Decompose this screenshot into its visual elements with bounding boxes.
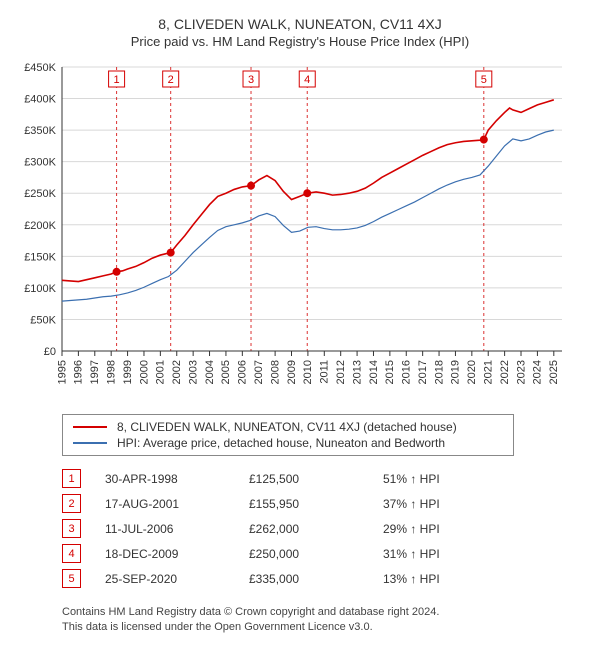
svg-text:£200K: £200K	[24, 220, 56, 232]
svg-text:2003: 2003	[187, 360, 199, 384]
svg-text:2011: 2011	[319, 360, 331, 384]
svg-text:2014: 2014	[368, 360, 380, 384]
transaction-date: 17-AUG-2001	[105, 497, 225, 511]
svg-text:£150K: £150K	[24, 251, 56, 263]
transaction-price: £262,000	[249, 522, 359, 536]
transaction-row: 1 30-APR-1998 £125,500 51% ↑ HPI	[62, 466, 588, 491]
svg-text:2012: 2012	[335, 360, 347, 384]
transaction-price: £125,500	[249, 472, 359, 486]
svg-text:1997: 1997	[89, 360, 101, 384]
svg-text:2000: 2000	[138, 360, 150, 384]
svg-text:2021: 2021	[483, 360, 495, 384]
svg-text:2017: 2017	[417, 360, 429, 384]
transactions-table: 1 30-APR-1998 £125,500 51% ↑ HPI 2 17-AUG-200…	[62, 466, 588, 591]
legend-swatch	[73, 442, 107, 444]
page-subtitle: Price paid vs. HM Land Registry's House …	[12, 34, 588, 49]
transaction-marker: 3	[62, 519, 81, 538]
transaction-marker: 1	[62, 469, 81, 488]
svg-text:2010: 2010	[302, 360, 314, 384]
legend-label: HPI: Average price, detached house, Nune…	[117, 436, 445, 450]
transaction-date: 18-DEC-2009	[105, 547, 225, 561]
svg-text:£0: £0	[44, 346, 56, 358]
svg-text:£100K: £100K	[24, 283, 56, 295]
svg-text:2006: 2006	[237, 360, 249, 384]
transaction-row: 3 11-JUL-2006 £262,000 29% ↑ HPI	[62, 516, 588, 541]
transaction-diff: 51% ↑ HPI	[383, 472, 493, 486]
svg-text:1999: 1999	[122, 360, 134, 384]
svg-text:£400K: £400K	[24, 94, 56, 106]
transaction-price: £155,950	[249, 497, 359, 511]
footer-line: This data is licensed under the Open Gov…	[62, 620, 588, 635]
svg-text:2007: 2007	[253, 360, 265, 384]
svg-text:2008: 2008	[269, 360, 281, 384]
svg-text:2009: 2009	[286, 360, 298, 384]
svg-text:2: 2	[168, 74, 174, 86]
svg-text:2016: 2016	[401, 360, 413, 384]
transaction-marker: 2	[62, 494, 81, 513]
transaction-date: 30-APR-1998	[105, 472, 225, 486]
transaction-marker: 4	[62, 544, 81, 563]
transaction-marker: 5	[62, 569, 81, 588]
transaction-diff: 29% ↑ HPI	[383, 522, 493, 536]
svg-text:1995: 1995	[56, 360, 68, 384]
svg-text:2025: 2025	[548, 360, 560, 384]
svg-text:£50K: £50K	[30, 314, 56, 326]
svg-text:£250K: £250K	[24, 188, 56, 200]
legend: 8, CLIVEDEN WALK, NUNEATON, CV11 4XJ (de…	[62, 414, 514, 456]
svg-text:5: 5	[481, 74, 487, 86]
svg-text:1998: 1998	[105, 360, 117, 384]
svg-text:£450K: £450K	[24, 62, 56, 74]
svg-text:3: 3	[248, 74, 254, 86]
svg-text:2004: 2004	[204, 360, 216, 384]
price-chart: £0 £50K £100K £150K £200K £250K £300K £350K £400…	[12, 59, 572, 399]
svg-text:2001: 2001	[155, 360, 167, 384]
transaction-row: 5 25-SEP-2020 £335,000 13% ↑ HPI	[62, 566, 588, 591]
transaction-date: 25-SEP-2020	[105, 572, 225, 586]
legend-label: 8, CLIVEDEN WALK, NUNEATON, CV11 4XJ (de…	[117, 420, 457, 434]
svg-text:2022: 2022	[499, 360, 511, 384]
svg-text:£300K: £300K	[24, 157, 56, 169]
transaction-diff: 31% ↑ HPI	[383, 547, 493, 561]
legend-swatch	[73, 426, 107, 428]
transaction-price: £250,000	[249, 547, 359, 561]
transaction-date: 11-JUL-2006	[105, 522, 225, 536]
svg-text:2005: 2005	[220, 360, 232, 384]
page-title: 8, CLIVEDEN WALK, NUNEATON, CV11 4XJ	[12, 16, 588, 32]
svg-text:2024: 2024	[532, 360, 544, 384]
transaction-row: 4 18-DEC-2009 £250,000 31% ↑ HPI	[62, 541, 588, 566]
svg-text:2018: 2018	[433, 360, 445, 384]
svg-text:2023: 2023	[515, 360, 527, 384]
transaction-diff: 37% ↑ HPI	[383, 497, 493, 511]
legend-row: 8, CLIVEDEN WALK, NUNEATON, CV11 4XJ (de…	[73, 419, 503, 435]
transaction-price: £335,000	[249, 572, 359, 586]
transaction-row: 2 17-AUG-2001 £155,950 37% ↑ HPI	[62, 491, 588, 516]
svg-text:2015: 2015	[384, 360, 396, 384]
legend-row: HPI: Average price, detached house, Nune…	[73, 435, 503, 451]
chart-container: £0 £50K £100K £150K £200K £250K £300K £350K £400…	[12, 59, 588, 404]
svg-text:2020: 2020	[466, 360, 478, 384]
transaction-diff: 13% ↑ HPI	[383, 572, 493, 586]
svg-text:2019: 2019	[450, 360, 462, 384]
svg-text:1: 1	[114, 74, 120, 86]
svg-text:£350K: £350K	[24, 125, 56, 137]
svg-text:4: 4	[304, 74, 310, 86]
svg-text:2002: 2002	[171, 360, 183, 384]
footer-line: Contains HM Land Registry data © Crown c…	[62, 605, 588, 620]
svg-text:2013: 2013	[351, 360, 363, 384]
svg-text:1996: 1996	[73, 360, 85, 384]
footer-attribution: Contains HM Land Registry data © Crown c…	[62, 605, 588, 636]
